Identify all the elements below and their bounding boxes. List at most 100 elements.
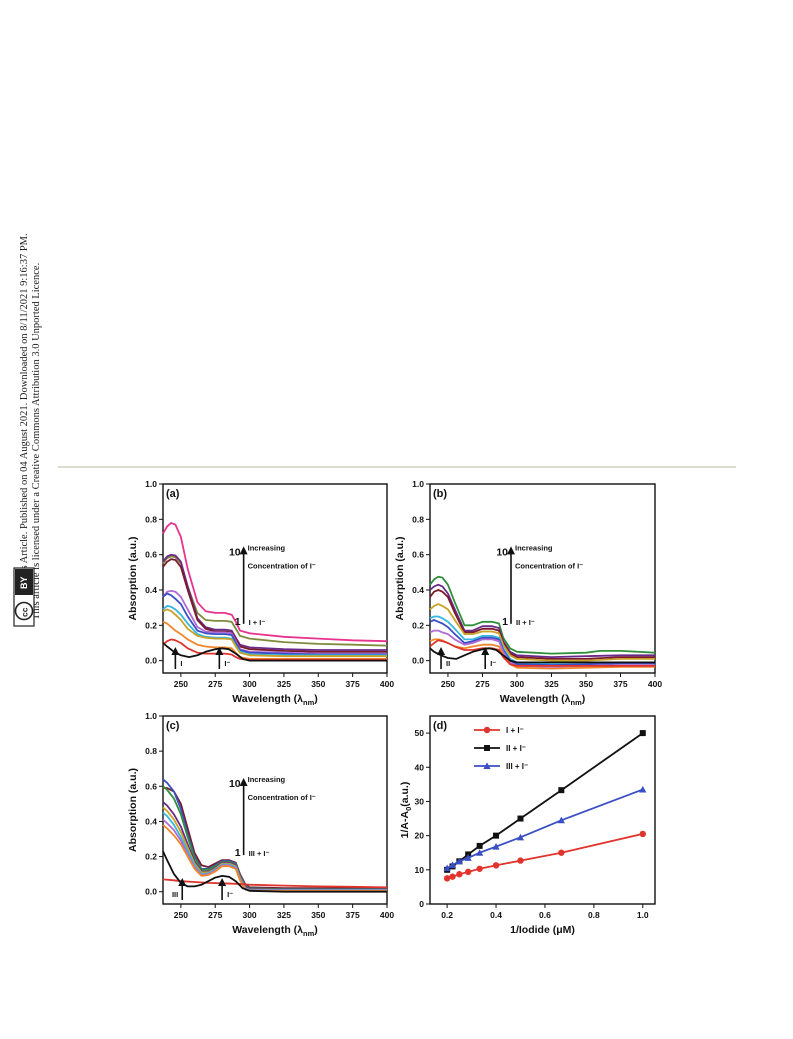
- y-tick-label: 10: [415, 865, 425, 875]
- concentration-arrow-head: [239, 546, 248, 555]
- series-line-gold: [429, 603, 655, 662]
- x-tick-label: 1.0: [637, 910, 649, 920]
- series-line-blue: [429, 619, 655, 666]
- series-line-pink: [162, 522, 388, 643]
- series-line-gold: [162, 608, 387, 658]
- chart-panel-c: 250 275 300 325 350 375 400 0.0 0.2 0.4 0.6 0.8 1.0 (…: [127, 711, 394, 938]
- series-line-purple: [162, 801, 387, 891]
- data-point: [476, 865, 483, 872]
- license-line-1: Open Access Article. Published on 04 Aug…: [19, 233, 30, 620]
- annotation-system: I + I⁻: [249, 618, 266, 627]
- x-tick-label: 275: [475, 679, 489, 689]
- x-tick-label: 375: [613, 679, 627, 689]
- x-tick-label: 400: [380, 679, 394, 689]
- y-tick-label: 1.0: [145, 479, 157, 489]
- cc-icon: [14, 601, 34, 621]
- series-line-black: [162, 850, 387, 893]
- y-tick-label: 0: [419, 899, 424, 909]
- series-line-gold: [162, 806, 387, 891]
- y-tick-label: 20: [415, 831, 425, 841]
- plot-frame: [429, 715, 656, 905]
- data-point: [517, 815, 524, 822]
- data-point: [456, 871, 463, 878]
- chart-panel-b: 250 275 300 325 350 375 400 0.0 0.2 0.4 0.6 0.8 1.0 (…: [394, 479, 662, 707]
- y-tick-label: 0.0: [145, 887, 157, 897]
- series-line-blue: [162, 592, 387, 656]
- x-tick-label: 300: [510, 679, 524, 689]
- annotation-bottom: 1: [502, 616, 508, 628]
- data-point: [476, 842, 483, 849]
- series-line-darkred: [429, 589, 655, 660]
- data-point: [557, 816, 565, 824]
- license-sidebar: Open Access Article. Published on 04 Aug…: [8, 190, 42, 650]
- data-point: [483, 726, 491, 734]
- peak-arrow-head: [481, 647, 490, 655]
- data-point: [483, 762, 491, 769]
- y-tick-label: 0.4: [145, 816, 157, 826]
- x-tick-label: 0.4: [490, 910, 502, 920]
- panel-label: (b): [433, 488, 447, 500]
- panel-label: (a): [166, 488, 180, 500]
- panel-label: (d): [433, 720, 447, 732]
- data-point: [558, 849, 565, 856]
- chart-panel-d: 0.2 0.4 0.6 0.8 1.0 0 10 20 30 40 50 (d) 1/Iodide (μ…: [399, 715, 656, 936]
- x-tick-label: 250: [174, 679, 188, 689]
- y-axis-label: Absorption (a.u.): [394, 537, 406, 621]
- peak-arrow-label: I: [180, 659, 182, 668]
- y-tick-label: 0.2: [412, 620, 424, 630]
- data-point: [558, 787, 565, 794]
- y-tick-label: 0.4: [145, 585, 157, 595]
- cc-by-badge[interactable]: BY cc: [13, 567, 35, 627]
- x-axis-label: Wavelength (λnm): [232, 924, 318, 938]
- x-tick-label: 0.6: [539, 910, 551, 920]
- y-tick-label: 0.6: [145, 550, 157, 560]
- chart-panel-a: 250 275 300 325 350 375 400 0.0 0.2 0.4 0.6 0.8 1.0 (…: [127, 479, 394, 707]
- data-point: [443, 875, 451, 882]
- y-axis-label: Absorption (a.u.): [127, 768, 139, 852]
- peak-arrow-label: I⁻: [490, 659, 496, 668]
- peak-arrow-head: [215, 647, 224, 655]
- peak-arrow-head: [171, 647, 180, 655]
- license-line-2: This article is licensed under a Creativ…: [31, 263, 42, 620]
- peak-arrow-head: [437, 647, 446, 655]
- data-point: [639, 830, 646, 838]
- series-line-darkred: [162, 558, 387, 653]
- panel-label: (c): [166, 720, 180, 732]
- data-point: [464, 868, 472, 876]
- series-line-purple: [162, 553, 387, 651]
- y-tick-label: 0.2: [145, 620, 157, 630]
- y-tick-label: 1.0: [412, 479, 424, 489]
- x-axis-label: 1/Iodide (μM): [510, 924, 575, 936]
- data-point: [449, 873, 456, 880]
- peak-arrow-label: III: [172, 890, 178, 899]
- plot-frame: [429, 483, 656, 674]
- legend-label: III + I⁻: [506, 762, 528, 771]
- x-tick-label: 250: [441, 679, 455, 689]
- x-tick-label: 0.2: [441, 910, 453, 920]
- y-axis-label: 1/A-A0(a.u.): [399, 782, 413, 839]
- annotation-top: 10: [496, 546, 508, 558]
- x-tick-label: 325: [544, 679, 558, 689]
- data-point: [517, 857, 524, 864]
- annotation-top: 10: [229, 778, 241, 790]
- annotation-line-1: Increasing: [248, 775, 286, 784]
- annotation-bottom: 1: [235, 616, 241, 628]
- x-tick-label: 275: [208, 679, 222, 689]
- annotation-line-2: Concentration of I⁻: [248, 561, 316, 570]
- x-tick-label: 300: [242, 679, 256, 689]
- y-tick-label: 0.2: [145, 852, 157, 862]
- plot-frame: [162, 715, 388, 905]
- y-tick-label: 0.8: [145, 514, 157, 524]
- y-axis-label: Absorption (a.u.): [127, 537, 139, 621]
- data-point: [516, 833, 525, 841]
- annotation-system: III + I⁻: [249, 849, 270, 858]
- peak-arrow-head: [218, 878, 227, 886]
- x-tick-label: 325: [277, 679, 291, 689]
- series-line-green: [429, 575, 656, 655]
- data-point: [639, 730, 646, 737]
- data-point: [443, 864, 451, 872]
- badge-cc-text: cc: [20, 607, 30, 617]
- y-tick-label: 0.6: [145, 781, 157, 791]
- x-tick-label: 375: [346, 910, 360, 920]
- data-point: [455, 857, 463, 865]
